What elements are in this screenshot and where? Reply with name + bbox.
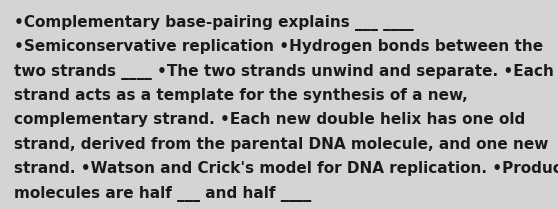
- Text: strand. •Watson and Crick's model for DNA replication. •Product: strand. •Watson and Crick's model for DN…: [14, 161, 558, 176]
- Text: •Semiconservative replication •Hydrogen bonds between the: •Semiconservative replication •Hydrogen …: [14, 39, 543, 54]
- Text: complementary strand. •Each new double helix has one old: complementary strand. •Each new double h…: [14, 112, 525, 127]
- Text: molecules are half ___ and half ____: molecules are half ___ and half ____: [14, 186, 311, 202]
- Text: two strands ____ •The two strands unwind and separate. •Each: two strands ____ •The two strands unwind…: [14, 64, 554, 80]
- Text: strand, derived from the parental DNA molecule, and one new: strand, derived from the parental DNA mo…: [14, 137, 549, 152]
- Text: strand acts as a template for the synthesis of a new,: strand acts as a template for the synthe…: [14, 88, 468, 103]
- Text: •Complementary base-pairing explains ___ ____: •Complementary base-pairing explains ___…: [14, 15, 413, 31]
